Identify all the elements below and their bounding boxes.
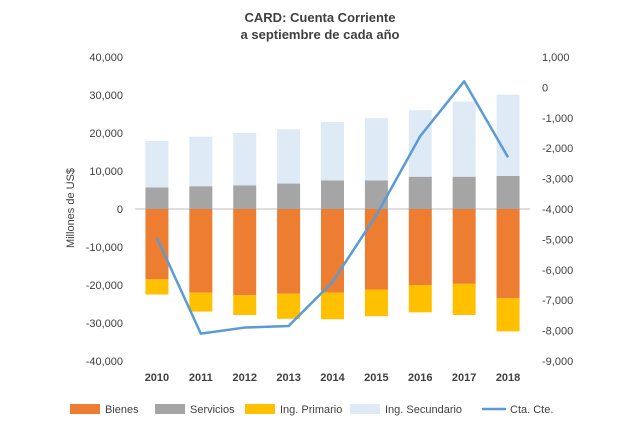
legend-swatch-bienes: [70, 404, 100, 414]
y2-tick-label: -1,000: [542, 113, 573, 125]
y-tick-label: -20,000: [86, 280, 123, 292]
bar-ing-secundario-2010: [145, 140, 169, 188]
x-tick-label: 2016: [408, 372, 432, 384]
bar-ing-secundario-2012: [233, 133, 257, 186]
bar-ing-primario-2011: [189, 292, 213, 312]
y2-tick-label: -6,000: [542, 265, 573, 277]
bar-servicios-2015: [364, 180, 388, 209]
bar-bienes-2018: [496, 209, 520, 299]
bar-ing-primario-2014: [321, 292, 344, 320]
legend-swatch-ing-secundario: [350, 404, 380, 414]
x-tick-label: 2018: [496, 372, 520, 384]
legend-swatch-ing-primario: [245, 404, 275, 414]
y-tick-label: 0: [117, 204, 123, 216]
legend-label: Ing. Secundario: [385, 404, 462, 416]
bar-ing-secundario-2015: [364, 118, 388, 181]
legend-label: Servicios: [190, 404, 235, 416]
y2-tick-label: 0: [542, 82, 548, 94]
y-tick-label: 20,000: [89, 128, 123, 140]
y2-tick-label: -5,000: [542, 234, 573, 246]
bar-ing-primario-2010: [145, 279, 169, 295]
y-tick-label: 40,000: [89, 52, 123, 64]
legend-label: Cta. Cte.: [510, 404, 553, 416]
bar-servicios-2014: [321, 180, 344, 209]
bar-bienes-2016: [408, 209, 432, 285]
bar-ing-primario-2015: [364, 289, 388, 317]
y2-tick-label: -8,000: [542, 326, 573, 338]
bar-bienes-2012: [233, 209, 257, 296]
bar-ing-primario-2013: [277, 293, 301, 319]
bar-bienes-2015: [364, 209, 388, 290]
y2-tick-label: -9,000: [542, 356, 573, 368]
y-tick-label: -30,000: [86, 318, 123, 330]
bar-servicios-2018: [496, 175, 520, 209]
x-tick-label: 2015: [364, 372, 388, 384]
bar-servicios-2010: [145, 187, 169, 209]
legend-swatch-servicios: [155, 404, 185, 414]
y2-tick-label: 1,000: [542, 52, 570, 64]
x-tick-label: 2011: [189, 372, 213, 384]
bar-bienes-2010: [145, 209, 169, 280]
x-tick-label: 2013: [276, 372, 300, 384]
bar-ing-primario-2012: [233, 295, 257, 316]
y-tick-label: -10,000: [86, 242, 123, 254]
bar-servicios-2013: [277, 183, 301, 209]
bar-bienes-2017: [452, 209, 476, 284]
x-tick-label: 2014: [320, 372, 345, 384]
x-tick-label: 2010: [145, 372, 169, 384]
x-tick-label: 2017: [452, 372, 476, 384]
bar-ing-secundario-2011: [189, 136, 213, 187]
bar-servicios-2017: [452, 176, 476, 209]
y2-tick-label: -7,000: [542, 295, 573, 307]
y2-tick-label: -4,000: [542, 204, 573, 216]
legend-label: Bienes: [105, 404, 139, 416]
bar-ing-secundario-2017: [452, 101, 476, 177]
bar-ing-secundario-2013: [277, 129, 301, 184]
y-tick-label: -40,000: [86, 356, 123, 368]
y-tick-label: 10,000: [89, 166, 123, 178]
y-axis-label: Millones de US$: [65, 168, 77, 248]
bar-ing-secundario-2016: [408, 110, 432, 177]
bar-bienes-2013: [277, 209, 301, 294]
bar-ing-primario-2017: [452, 283, 476, 316]
y-tick-label: 30,000: [89, 90, 123, 102]
bar-servicios-2012: [233, 185, 257, 209]
y2-tick-label: -3,000: [542, 174, 573, 186]
legend-label: Ing. Primario: [280, 404, 342, 416]
chart-title: CARD: Cuenta Corriente: [245, 10, 396, 25]
y2-tick-label: -2,000: [542, 143, 573, 155]
bar-servicios-2016: [408, 176, 432, 209]
bar-ing-primario-2018: [496, 298, 520, 332]
bar-ing-secundario-2014: [321, 121, 344, 181]
bar-ing-secundario-2018: [496, 94, 520, 176]
chart-subtitle: a septiembre de cada año: [241, 27, 400, 42]
bar-servicios-2011: [189, 186, 213, 209]
x-tick-label: 2012: [232, 372, 256, 384]
bar-bienes-2011: [189, 209, 213, 293]
bar-ing-primario-2016: [408, 285, 432, 313]
